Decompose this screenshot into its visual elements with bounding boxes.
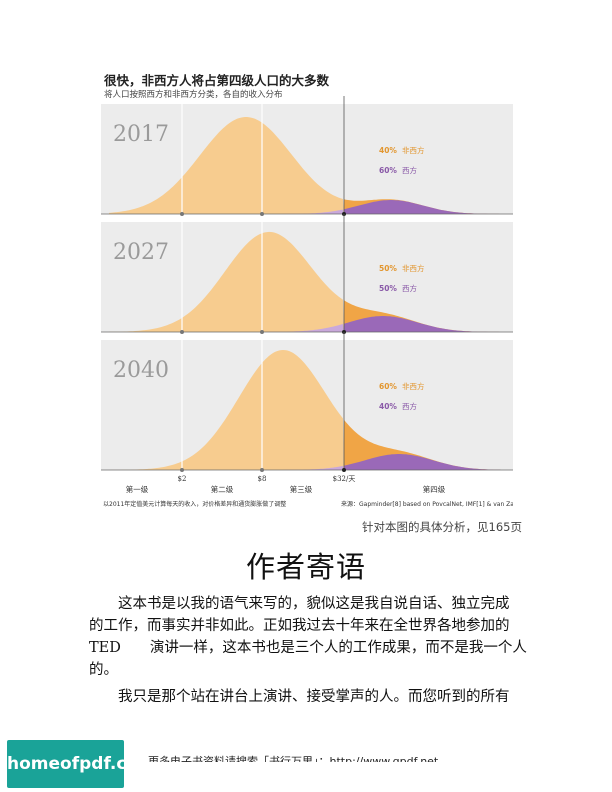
non-western-share: 50% xyxy=(379,264,397,273)
western-label: 西方 xyxy=(402,165,417,175)
tick-dot xyxy=(180,212,184,216)
tick-dot xyxy=(260,212,264,216)
non-western-label: 非西方 xyxy=(402,263,425,273)
figure-note: 以2011年定值美元计算每天的收入，对价格差异和通货膨胀做了调整 xyxy=(103,500,286,508)
footer-link-text[interactable]: 更多电子书资料请搜索「书行万里」：http://www.gpdf.net xyxy=(148,755,439,762)
panel-year: 2027 xyxy=(113,240,169,265)
western-area xyxy=(109,209,344,214)
western-label: 西方 xyxy=(402,283,417,293)
tick-dot xyxy=(180,330,184,334)
tick-label: $32/天 xyxy=(333,475,356,483)
non-western-label: 非西方 xyxy=(402,145,425,155)
paragraph: 我只是那个站在讲台上演讲、接受掌声的人。而您听到的所有 xyxy=(89,686,529,708)
panel-year: 2017 xyxy=(113,122,169,147)
tick-dot xyxy=(260,468,264,472)
text-line: 的。 xyxy=(89,662,118,678)
tick-dot xyxy=(180,468,184,472)
site-logo[interactable]: homeofpdf.com xyxy=(7,740,156,788)
non-western-area xyxy=(109,117,344,214)
figure-source: 来源：Gapminder[8] based on PovcalNet, IMF[… xyxy=(341,500,513,508)
tick-label: $8 xyxy=(258,475,267,483)
income-distribution-figure: 很快，非西方人将占第四级人口的大多数 将人口按照西方和非西方分类，各自的收入分布… xyxy=(101,68,513,538)
level-label: 第四级 xyxy=(423,484,446,494)
non-western-area xyxy=(109,231,344,332)
tick-label: $2 xyxy=(178,475,187,483)
figure-title: 很快，非西方人将占第四级人口的大多数 xyxy=(104,73,330,88)
western-area-level4 xyxy=(344,200,501,214)
distribution-chart: 2017 40% 非西方 60% 西方 2027 50% 非西方 50% 西方 2040 60% 非西方… xyxy=(101,96,513,508)
non-western-label: 非西方 xyxy=(402,381,425,391)
western-share: 60% xyxy=(379,166,397,175)
level-label: 第二级 xyxy=(211,484,234,494)
panel-year: 2040 xyxy=(113,358,169,383)
paragraph: 这本书是以我的语气来写的，貌似这是我自说自话、独立完成 的工作，而事实并非如此。… xyxy=(89,593,529,681)
non-western-area xyxy=(109,350,344,470)
non-western-share: 40% xyxy=(379,146,397,155)
text-line: 这本书是以我的语气来写的，貌似这是我自说自话、独立完成 xyxy=(118,596,510,612)
western-area xyxy=(109,465,344,470)
western-area-level4 xyxy=(344,316,501,332)
western-area-level4 xyxy=(344,454,501,470)
western-area xyxy=(109,324,344,332)
tick-dot xyxy=(260,330,264,334)
page-title: 作者寄语 xyxy=(245,550,366,584)
level-label: 第三级 xyxy=(290,484,313,494)
western-share: 50% xyxy=(379,284,397,293)
western-label: 西方 xyxy=(402,401,417,411)
tick-dot xyxy=(342,468,346,472)
western-share: 40% xyxy=(379,402,397,411)
text-line: 的工作，而事实并非如此。正如我过去十年来在全世界各地参加的 xyxy=(89,618,510,634)
non-western-share: 60% xyxy=(379,382,397,391)
text-line: 我只是那个站在讲台上演讲、接受掌声的人。而您听到的所有 xyxy=(118,689,510,705)
figure-subtitle: 将人口按照西方和非西方分类，各自的收入分布 xyxy=(104,90,283,100)
level-label: 第一级 xyxy=(126,484,149,494)
text-line: TED 演讲一样，这本书也是三个人的工作成果，而不是我一个人 xyxy=(89,640,527,656)
figure-caption: 针对本图的具体分析，见165页 xyxy=(362,520,522,534)
